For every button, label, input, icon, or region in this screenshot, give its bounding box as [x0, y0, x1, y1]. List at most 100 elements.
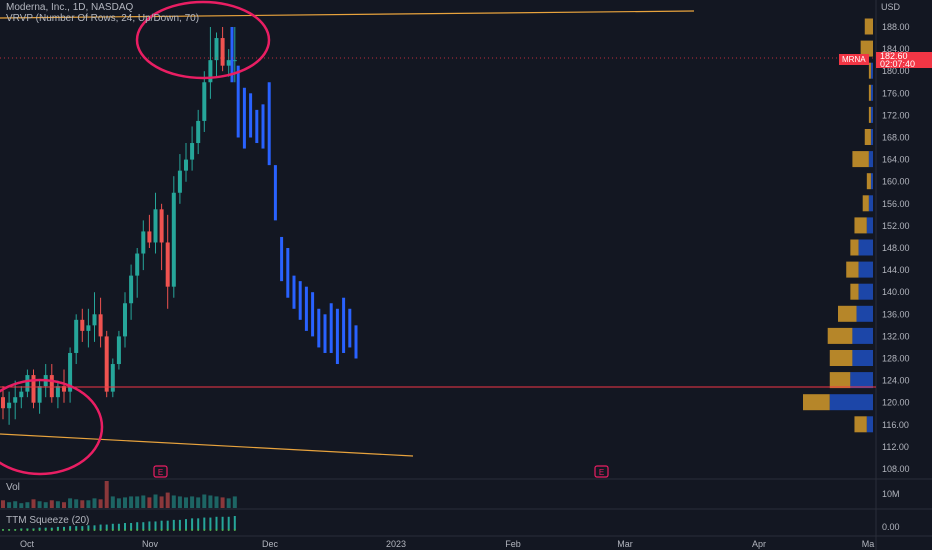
squeeze-bar	[215, 516, 218, 530]
squeeze-bar	[166, 520, 169, 530]
projection-bar	[335, 308, 339, 365]
volume-profile-up-bar	[866, 217, 873, 234]
earnings-marker[interactable]: E	[594, 465, 609, 478]
projection-bar	[230, 27, 234, 83]
volume-label[interactable]: Vol	[6, 482, 20, 493]
candle-body	[190, 143, 195, 160]
squeeze-dot	[227, 529, 230, 531]
squeeze-dot	[142, 529, 145, 531]
volume-profile-down-bar	[850, 239, 859, 256]
price-tick-label: 172.00	[882, 110, 910, 120]
squeeze-dot	[197, 529, 200, 531]
squeeze-label[interactable]: TTM Squeeze (20)	[6, 515, 90, 526]
support-trendline[interactable]	[0, 433, 414, 457]
candle-body	[104, 336, 109, 392]
time-tick-label: Nov	[142, 539, 159, 549]
price-tick-label: 136.00	[882, 309, 910, 319]
candle-body	[25, 375, 30, 392]
volume-bar	[184, 497, 188, 508]
squeeze-dot	[81, 529, 84, 531]
candle-body	[177, 170, 182, 193]
price-tick-label: 168.00	[882, 133, 910, 143]
volume-profile-up-bar	[866, 416, 873, 433]
volume-profile-up-bar	[852, 350, 873, 366]
volume-profile-up-bar	[852, 327, 873, 344]
squeeze-dot	[160, 529, 163, 531]
volume-profile-up-bar	[856, 305, 873, 322]
volume-bar	[214, 496, 219, 508]
squeeze-dot	[99, 529, 102, 531]
last-price-value: 182.60	[880, 51, 908, 61]
candle-body	[196, 120, 201, 144]
volume-bar	[49, 500, 54, 508]
projection-bar	[329, 303, 333, 353]
squeeze-dot	[56, 529, 59, 531]
price-tick-label: 132.00	[882, 331, 910, 341]
candle-body	[141, 231, 146, 254]
volume-profile-up-bar	[868, 151, 873, 168]
squeeze-bar	[178, 519, 181, 530]
last-price-tag: 182.60 02:07:40	[876, 51, 932, 69]
projection-bar	[292, 275, 296, 309]
price-axis[interactable]: 188.00 184.00 180.00 176.00 172.00 168.00 164.…	[882, 22, 910, 474]
squeeze-dot	[191, 529, 194, 531]
candle-body	[220, 38, 225, 66]
time-axis[interactable]: Oct Nov Dec 2023 Feb Mar Apr Ma	[20, 539, 874, 549]
squeeze-bar	[172, 519, 175, 530]
price-tick-label: 108.00	[882, 464, 910, 474]
candle-body	[68, 352, 73, 392]
volume-profile-up-bar	[870, 129, 873, 145]
candle-body	[171, 192, 176, 287]
candle-body	[92, 314, 97, 326]
candle-body	[37, 386, 42, 403]
chart-title[interactable]: Moderna, Inc., 1D, NASDAQ	[6, 2, 134, 13]
squeeze-dot	[203, 529, 206, 531]
volume-profile-up-bar	[829, 394, 873, 411]
squeeze-dot	[8, 529, 11, 531]
volume-profile-down-bar	[803, 394, 830, 411]
squeeze-bar	[50, 527, 53, 530]
projection-bar	[298, 281, 302, 320]
candle-body	[214, 38, 219, 61]
squeeze-bar	[87, 525, 90, 530]
volume-bar	[98, 499, 103, 508]
volume-bar	[153, 494, 158, 508]
volume-bar	[55, 501, 60, 508]
squeeze-dot	[233, 529, 236, 531]
projection-bar	[304, 286, 308, 331]
resistance-trendline[interactable]	[0, 10, 695, 19]
squeeze-axis-label: 0.00	[882, 522, 900, 532]
price-tick-label: 184.00	[882, 44, 910, 54]
volume-profile-down-bar	[868, 106, 871, 123]
bottom-circle-highlight[interactable]	[0, 378, 104, 476]
volume-profile-up-bar	[868, 195, 873, 212]
squeeze-bar	[203, 517, 206, 530]
volume-profile-down-bar	[838, 305, 857, 322]
volume-bar	[62, 502, 66, 508]
candlesticks	[1, 27, 237, 425]
price-tick-label: 180.00	[882, 66, 910, 76]
squeeze-dot	[50, 529, 53, 531]
squeeze-dot	[148, 529, 151, 531]
earnings-marker[interactable]: E	[153, 465, 168, 478]
squeeze-bar	[111, 523, 114, 530]
projection-bar	[280, 236, 284, 282]
time-tick-label: Feb	[505, 539, 521, 549]
volume-bar	[116, 498, 121, 508]
squeeze-dot	[93, 529, 96, 531]
indicator-legend[interactable]: VRVP (Number Of Rows, 24, Up/Down, 70)	[6, 13, 200, 24]
projection-bar	[354, 325, 358, 359]
squeeze-dot	[117, 529, 120, 531]
squeeze-dot	[124, 529, 126, 531]
time-tick-label: Ma	[862, 539, 875, 549]
volume-profile-up-bar	[850, 372, 873, 389]
volume-profile-up-bar	[870, 106, 873, 123]
candle-body	[129, 275, 134, 304]
top-circle-highlight[interactable]	[135, 0, 271, 80]
squeeze-bar	[136, 522, 139, 530]
candle-body	[184, 159, 188, 171]
candle-body	[232, 60, 237, 62]
price-tick-label: 148.00	[882, 243, 910, 253]
squeeze-histogram	[2, 516, 236, 531]
